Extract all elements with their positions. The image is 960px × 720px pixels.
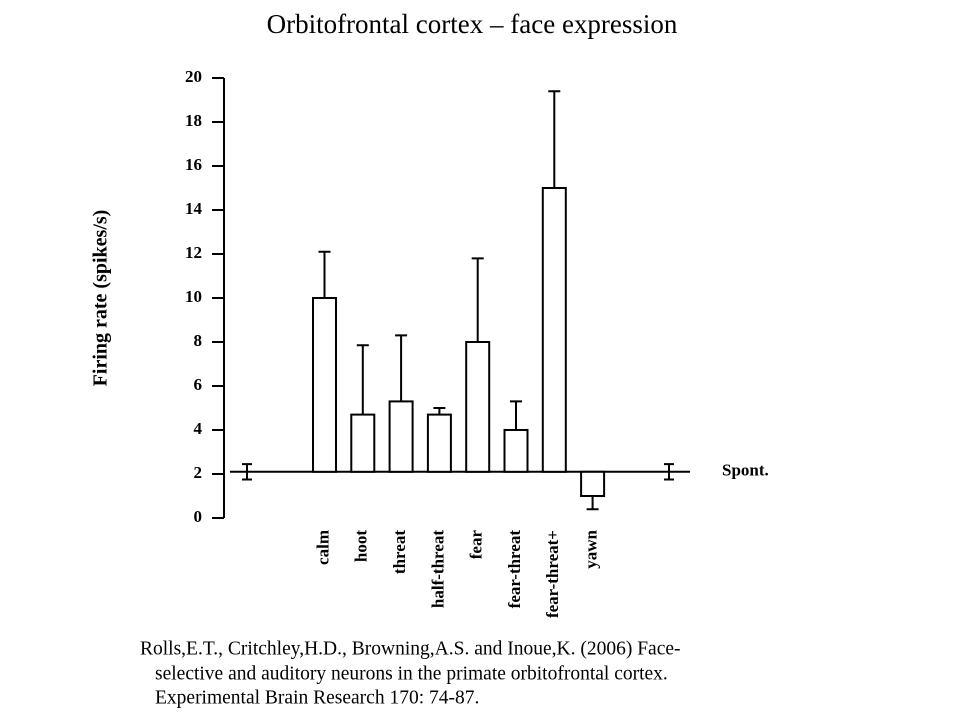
error-bar [318,250,331,298]
x-tick-label: half-threat [428,530,447,608]
error-bar [548,90,561,188]
x-tick-label: fear [467,530,486,560]
y-tick-label: 2 [194,463,203,482]
citation-line: Experimental Brain Research 170: 74-87. [155,687,479,708]
baseline-label: Spont. [722,461,769,480]
y-tick-label: 4 [194,419,203,438]
error-bar [395,334,408,402]
x-tick-label: fear-threat [505,530,524,609]
bar [465,341,491,473]
error-bar [433,407,446,415]
bar [503,429,529,473]
x-tick-label: fear-threat+ [543,530,562,618]
bar [580,470,606,497]
y-tick-label: 0 [194,507,203,526]
baseline-error [242,463,252,481]
bar [350,413,376,473]
chart-title: Orbitofrontal cortex – face expression [267,9,678,39]
y-tick-label: 12 [185,243,202,262]
bar [426,413,452,473]
x-tick-label: yawn [582,529,601,568]
x-tick-label: threat [390,530,409,574]
citation-line: Rolls,E.T., Critchley,H.D., Browning,A.S… [140,638,681,659]
y-tick-label: 10 [185,287,202,306]
y-tick-label: 6 [194,375,203,394]
error-bar [586,496,599,511]
error-bar [510,400,522,430]
bar [312,297,337,473]
x-tick-label: hoot [352,530,371,562]
y-tick-label: 8 [194,331,203,350]
y-tick-label: 16 [185,155,202,174]
y-axis-label: Firing rate (spikes/s) [90,210,112,387]
y-tick-label: 14 [185,199,203,218]
y-tick-label: 20 [185,67,202,86]
error-bar [356,344,369,415]
baseline-error [664,463,674,481]
y-tick-label: 18 [185,111,202,130]
x-tick-label: calm [313,530,332,565]
error-bar [471,257,484,342]
citation-line: selective and auditory neurons in the pr… [155,663,668,684]
bar [541,187,567,473]
bar [388,400,414,473]
